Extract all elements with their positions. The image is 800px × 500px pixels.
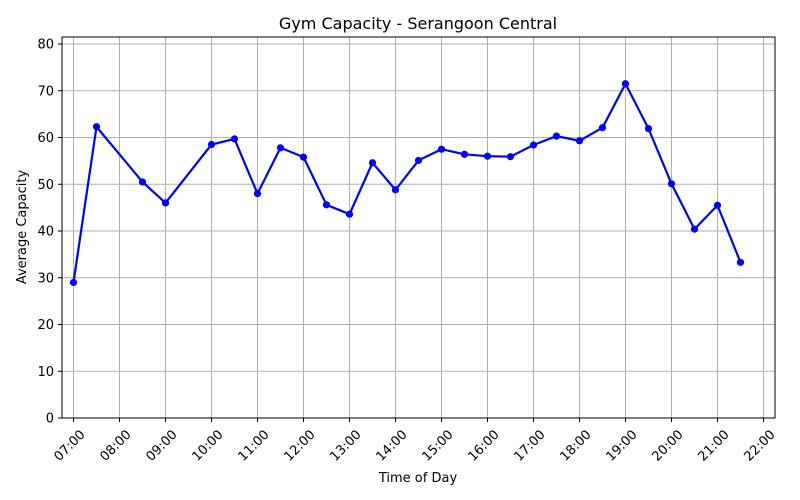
data-point: [483, 152, 492, 160]
data-point: [736, 258, 745, 266]
y-tick-label: 20: [37, 318, 54, 333]
plot-frame: [61, 36, 776, 419]
y-tick-label: 40: [37, 225, 54, 240]
data-point: [368, 159, 377, 167]
data-point: [69, 278, 78, 287]
data-point: [598, 124, 607, 132]
data-point: [161, 199, 170, 207]
chart-labels: Gym Capacity - Serangoon Central Time of…: [15, 14, 557, 486]
data-point: [529, 141, 538, 149]
data-point: [713, 201, 722, 209]
data-point: [621, 80, 630, 88]
data-point: [575, 137, 584, 145]
data-series: [69, 80, 745, 287]
y-tick-label: 80: [37, 38, 54, 53]
data-point: [322, 201, 331, 209]
data-point: [299, 153, 308, 161]
data-point: [690, 225, 699, 233]
series-line: [72, 82, 742, 284]
data-point: [207, 140, 216, 149]
y-tick-label: 0: [46, 412, 54, 427]
data-point: [391, 186, 400, 194]
y-tick-label: 70: [37, 84, 54, 99]
data-point: [414, 156, 423, 165]
data-point: [92, 123, 101, 131]
data-point: [506, 153, 515, 161]
data-point: [253, 190, 262, 198]
data-point: [552, 132, 561, 140]
data-point: [230, 135, 239, 143]
y-tick-label: 30: [37, 271, 54, 286]
data-point: [667, 180, 676, 188]
data-point: [437, 145, 446, 153]
chart-title: Gym Capacity - Serangoon Central: [279, 14, 557, 33]
data-point: [345, 210, 354, 218]
data-point: [460, 150, 469, 158]
y-tick-label: 10: [37, 365, 54, 380]
data-point: [138, 178, 147, 186]
data-point: [276, 144, 285, 152]
y-tick-label: 60: [37, 131, 54, 146]
data-point: [644, 125, 653, 133]
x-axis-label: Time of Day: [378, 471, 458, 486]
y-axis-label: Average Capacity: [15, 170, 30, 285]
grid-lines: [62, 37, 775, 419]
y-tick-label: 50: [37, 178, 54, 193]
